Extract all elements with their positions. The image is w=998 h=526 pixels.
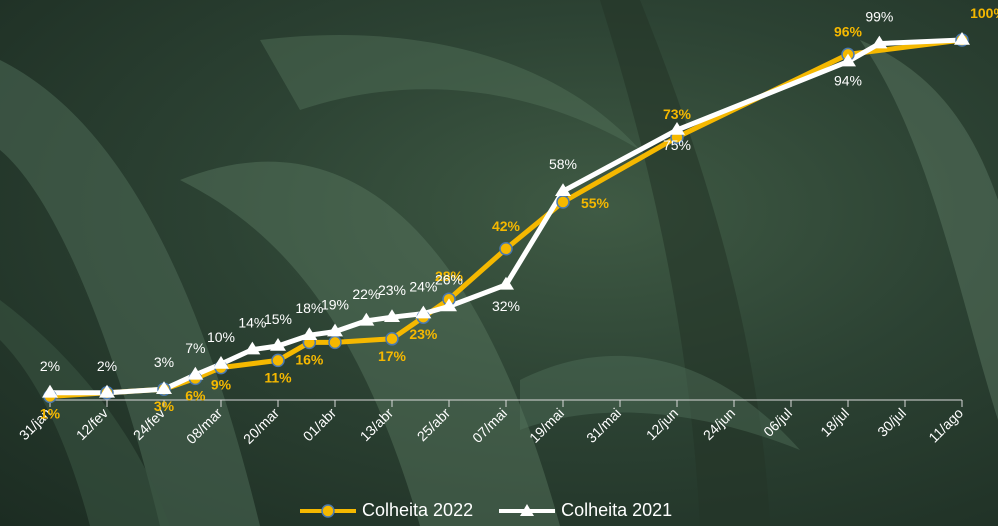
legend-swatch-2022 xyxy=(300,502,356,520)
data-point-colheita-2021 xyxy=(99,384,115,398)
x-tick-label: 06/jul xyxy=(760,405,795,440)
x-tick-label: 12/fev xyxy=(73,405,111,443)
data-point-colheita-2021 xyxy=(840,53,856,67)
x-tick-label: 25/abr xyxy=(414,405,454,445)
data-label-colheita-2022: 100% xyxy=(970,5,998,21)
data-label-colheita-2022: 16% xyxy=(295,351,324,367)
data-label-colheita-2021: 2% xyxy=(97,358,117,374)
x-tick-label: 11/ago xyxy=(925,405,966,446)
legend-swatch-2021 xyxy=(499,502,556,520)
data-label-colheita-2021: 26% xyxy=(435,271,463,287)
data-label-colheita-2022: 9% xyxy=(211,377,232,393)
data-label-colheita-2022: 28% xyxy=(435,268,464,284)
x-tick-label: 01/abr xyxy=(300,405,340,445)
x-tick-label: 12/jun xyxy=(643,405,681,443)
data-point-colheita-2022 xyxy=(499,242,513,256)
data-point-colheita-2021 xyxy=(384,309,400,322)
data-point-colheita-2021 xyxy=(954,32,970,45)
data-label-colheita-2022: 23% xyxy=(409,326,438,342)
data-label-colheita-2021: 58% xyxy=(549,156,577,172)
x-tick-label: 31/mai xyxy=(583,405,624,446)
data-label-colheita-2021: 23% xyxy=(378,282,406,298)
data-label-colheita-2021: 24% xyxy=(409,279,437,295)
data-label-colheita-2022: 11% xyxy=(264,369,292,385)
data-label-colheita-2022: 3% xyxy=(154,398,175,414)
x-tick-label: 08/mar xyxy=(183,405,225,447)
data-point-colheita-2021 xyxy=(187,366,204,380)
data-label-colheita-2021: 10% xyxy=(207,329,235,345)
data-label-colheita-2021: 19% xyxy=(321,297,349,313)
data-point-colheita-2021 xyxy=(213,356,229,369)
x-tick-label: 30/jul xyxy=(874,405,909,440)
data-point-colheita-2021 xyxy=(871,35,888,49)
data-label-colheita-2021: 2% xyxy=(40,358,60,374)
data-point-colheita-2021 xyxy=(301,327,318,340)
data-label-colheita-2021: 99% xyxy=(865,9,893,25)
data-point-colheita-2022 xyxy=(328,335,342,350)
data-label-colheita-2021: 18% xyxy=(295,300,323,316)
data-point-colheita-2021 xyxy=(415,305,432,319)
data-point-colheita-2021 xyxy=(441,298,457,312)
legend-label-2022: Colheita 2022 xyxy=(362,500,474,520)
data-point-colheita-2021 xyxy=(42,384,58,398)
data-point-colheita-2022 xyxy=(271,353,285,368)
x-tick-label: 13/abr xyxy=(357,405,397,445)
data-label-colheita-2022: 96% xyxy=(834,23,863,39)
data-point-colheita-2021 xyxy=(669,122,685,135)
legend: Colheita 2022 Colheita 2021 xyxy=(300,500,672,521)
data-label-colheita-2021: 14% xyxy=(238,315,266,331)
data-point-colheita-2021 xyxy=(498,276,514,290)
x-tick-label: 20/mar xyxy=(240,405,282,447)
data-label-colheita-2021: 75% xyxy=(663,137,691,153)
data-label-colheita-2021: 22% xyxy=(352,286,380,302)
data-label-colheita-2022: 6% xyxy=(185,387,206,403)
data-point-colheita-2022 xyxy=(385,332,399,346)
data-label-colheita-2022: 55% xyxy=(581,195,610,211)
data-label-colheita-2022: 42% xyxy=(492,218,521,234)
data-point-colheita-2021 xyxy=(555,183,571,196)
data-label-colheita-2021: 7% xyxy=(185,340,205,356)
data-label-colheita-2021: 3% xyxy=(154,354,174,370)
data-label-colheita-2021: 15% xyxy=(264,311,292,327)
data-label-colheita-2022: 17% xyxy=(378,348,407,364)
data-label-colheita-2022: 1% xyxy=(40,405,61,421)
data-point-colheita-2021 xyxy=(358,312,375,326)
data-point-colheita-2021 xyxy=(244,341,261,355)
legend-item-2021: Colheita 2021 xyxy=(499,500,672,521)
data-label-colheita-2021: 94% xyxy=(834,73,862,89)
legend-label-2021: Colheita 2021 xyxy=(561,500,673,520)
data-label-colheita-2022: 73% xyxy=(663,106,692,122)
data-point-colheita-2021 xyxy=(156,381,172,394)
x-tick-label: 18/jul xyxy=(817,405,852,440)
x-tick-label: 07/mai xyxy=(469,405,510,446)
data-point-colheita-2021 xyxy=(327,323,343,337)
x-tick-label: 19/mai xyxy=(526,405,567,446)
data-point-colheita-2022 xyxy=(556,195,570,209)
data-label-colheita-2021: 32% xyxy=(492,298,520,314)
x-tick-label: 24/jun xyxy=(700,405,738,443)
data-point-colheita-2021 xyxy=(270,338,286,351)
legend-item-2022: Colheita 2022 xyxy=(300,500,473,521)
